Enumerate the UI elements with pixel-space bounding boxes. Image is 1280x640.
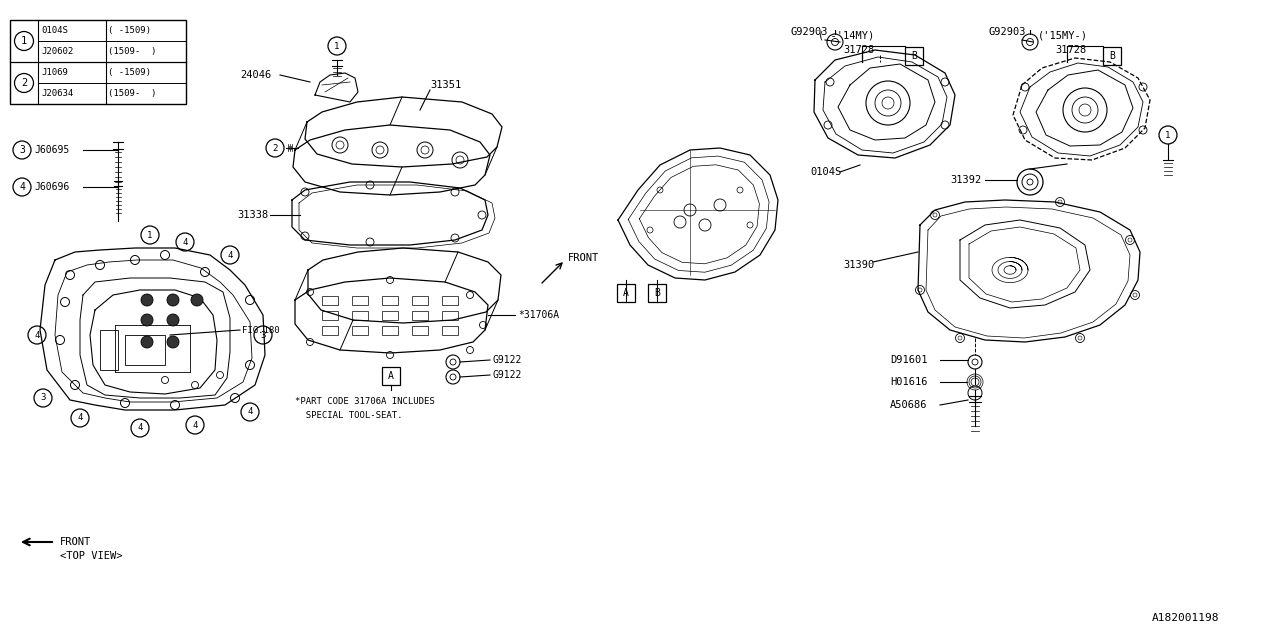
Bar: [412, 296, 428, 305]
Text: G9122: G9122: [492, 355, 521, 365]
Text: A: A: [388, 371, 394, 381]
Text: 3: 3: [19, 145, 24, 155]
Text: 0104S: 0104S: [810, 167, 841, 177]
Bar: [10, 20, 186, 104]
Bar: [100, 330, 118, 370]
Text: B: B: [911, 51, 916, 61]
Text: 31728: 31728: [844, 45, 874, 55]
Bar: [905, 47, 923, 65]
Circle shape: [166, 294, 179, 306]
Text: A50686: A50686: [890, 400, 928, 410]
Text: 3: 3: [40, 394, 46, 403]
Bar: [442, 326, 458, 335]
Text: FRONT: FRONT: [568, 253, 599, 263]
Text: 1: 1: [334, 42, 339, 51]
Text: 4: 4: [19, 182, 24, 192]
Bar: [648, 284, 666, 302]
Bar: [412, 326, 428, 335]
Text: 4: 4: [137, 424, 142, 433]
Text: B: B: [1108, 51, 1115, 61]
Bar: [323, 326, 338, 335]
Text: 1: 1: [20, 36, 27, 46]
Bar: [617, 284, 635, 302]
Text: 2: 2: [20, 78, 27, 88]
Text: 4: 4: [35, 330, 40, 339]
Circle shape: [141, 294, 154, 306]
Bar: [381, 311, 398, 320]
Text: 1: 1: [147, 230, 152, 239]
Text: SPECIAL TOOL-SEAT.: SPECIAL TOOL-SEAT.: [294, 412, 402, 420]
Text: A182001198: A182001198: [1152, 613, 1220, 623]
Text: 31728: 31728: [1055, 45, 1087, 55]
Circle shape: [166, 336, 179, 348]
Text: J1069: J1069: [41, 68, 68, 77]
Text: 31351: 31351: [430, 80, 461, 90]
Text: 31390: 31390: [844, 260, 874, 270]
Text: J20634: J20634: [41, 89, 73, 98]
Text: *PART CODE 31706A INCLUDES: *PART CODE 31706A INCLUDES: [294, 397, 435, 406]
Text: 2: 2: [273, 143, 278, 152]
Text: ( -'14MY): ( -'14MY): [818, 30, 874, 40]
Text: A: A: [623, 288, 628, 298]
Bar: [352, 311, 369, 320]
Text: G9122: G9122: [492, 370, 521, 380]
Text: 31392: 31392: [950, 175, 982, 185]
Text: *31706A: *31706A: [518, 310, 559, 320]
Text: 0104S: 0104S: [41, 26, 68, 35]
Bar: [381, 367, 401, 385]
Circle shape: [191, 294, 204, 306]
Text: 1: 1: [1165, 131, 1171, 140]
Text: 4: 4: [228, 250, 233, 259]
Text: 24046: 24046: [241, 70, 271, 80]
Text: <TOP VIEW>: <TOP VIEW>: [60, 551, 123, 561]
Bar: [352, 326, 369, 335]
Circle shape: [166, 314, 179, 326]
Text: ('15MY-): ('15MY-): [1038, 30, 1088, 40]
Bar: [323, 311, 338, 320]
Text: B: B: [654, 288, 660, 298]
Bar: [442, 311, 458, 320]
Bar: [323, 296, 338, 305]
Circle shape: [141, 336, 154, 348]
Bar: [381, 296, 398, 305]
Bar: [381, 326, 398, 335]
Circle shape: [141, 314, 154, 326]
Text: 4: 4: [247, 408, 252, 417]
Text: 4: 4: [77, 413, 83, 422]
Text: D91601: D91601: [890, 355, 928, 365]
Text: FRONT: FRONT: [60, 537, 91, 547]
Bar: [125, 335, 165, 365]
Bar: [442, 296, 458, 305]
Text: 4: 4: [192, 420, 197, 429]
Text: ( -1509): ( -1509): [108, 26, 151, 35]
Text: (1509-  ): (1509- ): [108, 89, 156, 98]
Text: FIG.180: FIG.180: [242, 326, 279, 335]
Text: 3: 3: [260, 330, 266, 339]
Text: G92903: G92903: [988, 27, 1025, 37]
Text: (1509-  ): (1509- ): [108, 47, 156, 56]
Text: J20602: J20602: [41, 47, 73, 56]
Text: 31338: 31338: [237, 210, 269, 220]
Text: ( -1509): ( -1509): [108, 68, 151, 77]
Text: G92903: G92903: [790, 27, 827, 37]
Text: J60695: J60695: [35, 145, 69, 155]
Text: J60696: J60696: [35, 182, 69, 192]
Bar: [412, 311, 428, 320]
Bar: [352, 296, 369, 305]
Text: 4: 4: [182, 237, 188, 246]
Text: H01616: H01616: [890, 377, 928, 387]
Bar: [1103, 47, 1121, 65]
